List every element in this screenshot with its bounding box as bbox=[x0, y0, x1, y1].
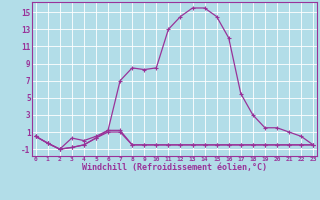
X-axis label: Windchill (Refroidissement éolien,°C): Windchill (Refroidissement éolien,°C) bbox=[82, 163, 267, 172]
